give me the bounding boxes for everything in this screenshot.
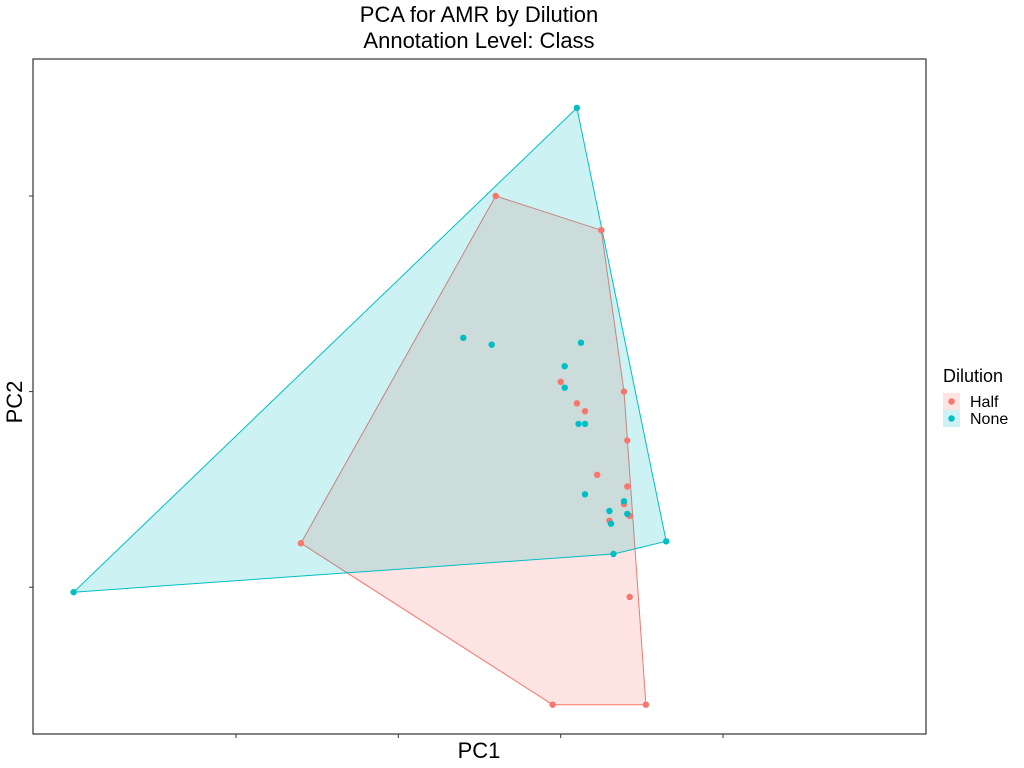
point-none-13 — [620, 498, 628, 505]
point-none-8 — [561, 384, 568, 391]
legend-key-none — [948, 415, 955, 422]
x-axis-label: PC1 — [458, 738, 501, 763]
point-none-1 — [573, 104, 581, 112]
plot-panel-border — [32, 58, 927, 735]
point-none-4 — [460, 334, 467, 341]
point-none-6 — [577, 339, 585, 346]
point-half-15 — [557, 378, 564, 385]
point-none-3 — [610, 550, 617, 558]
point-half-6 — [620, 388, 628, 395]
point-none-12 — [606, 507, 613, 515]
legend-label-none: None — [970, 411, 1008, 428]
legend-key-half — [948, 398, 955, 405]
axis-ticks — [29, 195, 724, 738]
point-half-8 — [624, 483, 631, 490]
point-none-7 — [561, 363, 568, 370]
hull-none — [72, 106, 667, 593]
point-half-5 — [626, 593, 633, 601]
point-none-2 — [663, 538, 670, 545]
y-axis-label: PC2 — [2, 381, 27, 424]
chart-subtitle: Annotation Level: Class — [363, 28, 594, 53]
point-none-0 — [70, 589, 77, 596]
point-none-5 — [488, 341, 495, 348]
legend-title: Dilution — [943, 366, 1003, 386]
point-half-13 — [581, 408, 589, 415]
point-none-9 — [575, 420, 582, 428]
point-none-11 — [581, 491, 589, 498]
point-half-0 — [492, 192, 499, 200]
point-half-4 — [642, 701, 650, 708]
point-half-14 — [573, 400, 581, 407]
chart-title: PCA for AMR by Dilution — [360, 2, 598, 27]
point-half-2 — [297, 540, 305, 547]
points-layer — [70, 104, 670, 708]
point-half-3 — [549, 701, 556, 708]
point-half-12 — [594, 471, 601, 478]
point-none-10 — [581, 420, 589, 428]
hull-layer — [72, 106, 667, 706]
point-none-14 — [624, 510, 631, 518]
point-half-7 — [624, 437, 631, 444]
point-none-15 — [607, 520, 615, 527]
point-half-1 — [598, 227, 605, 234]
legend-label-half: Half — [970, 394, 999, 411]
